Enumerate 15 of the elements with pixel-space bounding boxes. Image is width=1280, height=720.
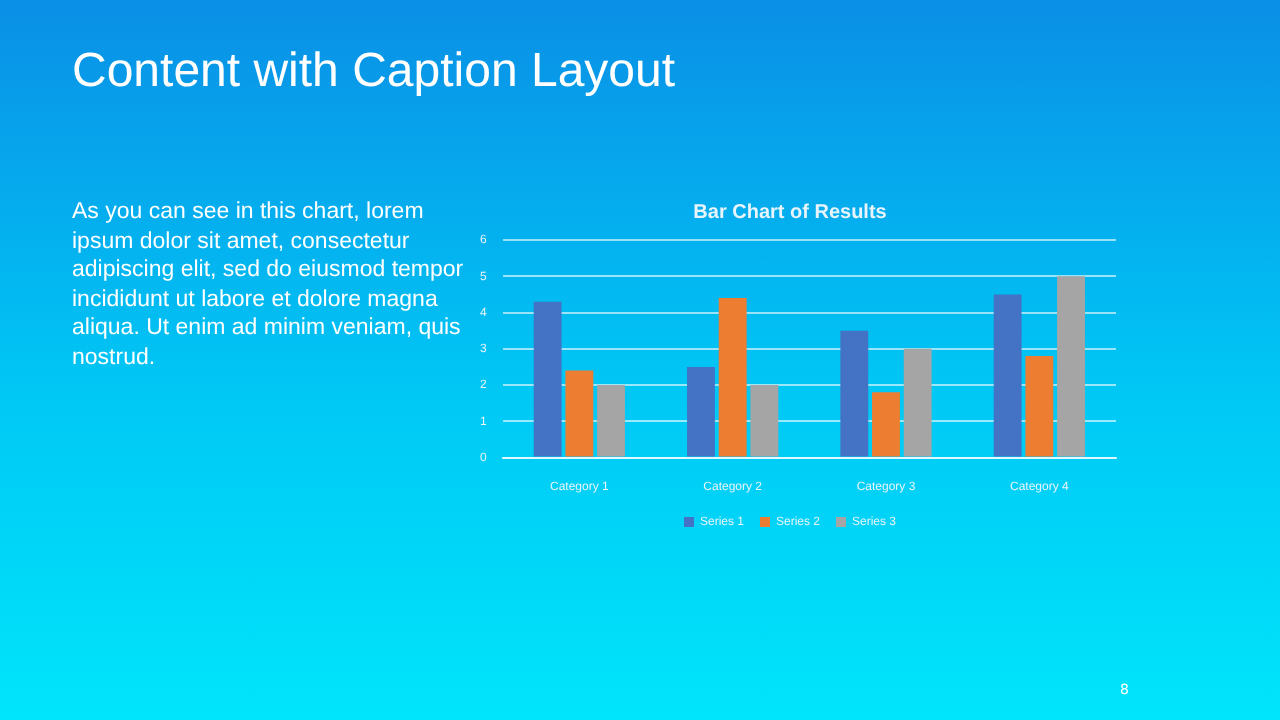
bar — [750, 385, 779, 457]
bar — [565, 370, 594, 457]
bar — [533, 301, 562, 457]
bar — [597, 385, 625, 457]
bar — [993, 294, 1022, 457]
text: Content with Caption Layout — [72, 44, 676, 100]
bar — [872, 392, 900, 457]
bar — [687, 366, 715, 457]
bar — [1057, 276, 1085, 457]
bar — [903, 348, 932, 457]
bar — [840, 330, 869, 457]
bar — [1025, 356, 1054, 457]
text: As you can see in this chart, lorem ipsum dolor sit amet, consectetur adipiscing elit, sed do eiusmod tempor incididunt ut labore et dolore magna aliqua. Ut enim ad minim veniam, quis nostrud. — [72, 198, 466, 372]
bar — [718, 298, 747, 457]
chart-title: Bar Chart of Results — [693, 201, 888, 224]
